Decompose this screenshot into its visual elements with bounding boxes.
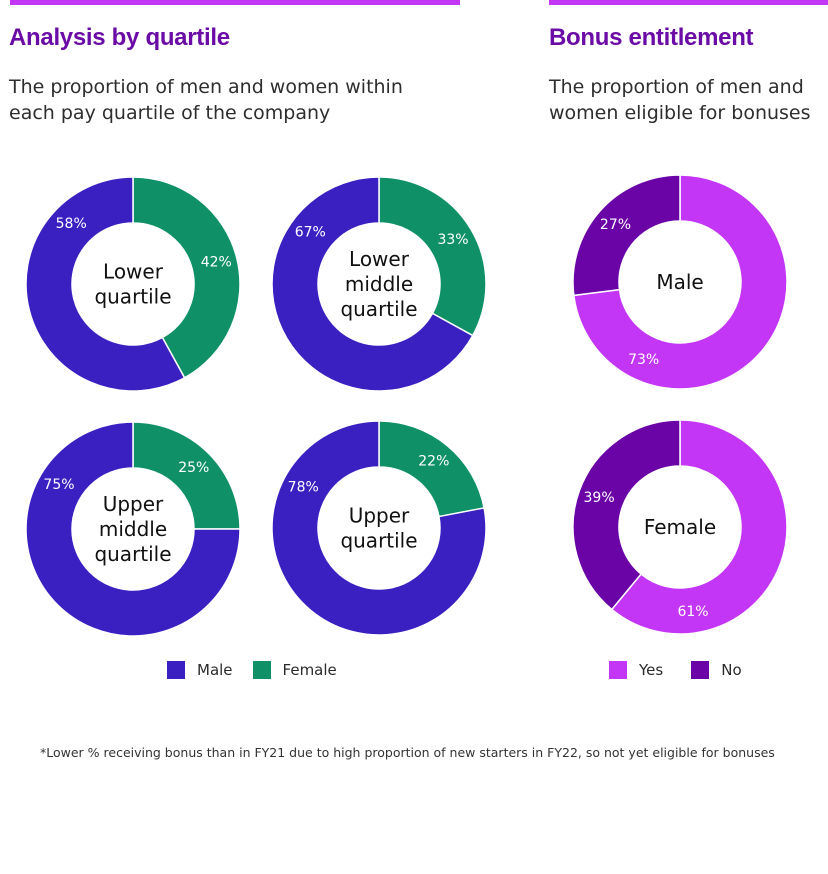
donut-center-label: Upper bbox=[349, 504, 410, 528]
legend-item-female: Female bbox=[252, 661, 337, 679]
donut-slice-female bbox=[378, 176, 487, 337]
donut-center-label: quartile bbox=[340, 297, 417, 321]
data-label-male: 78% bbox=[288, 479, 319, 495]
legend-label-yes: Yes bbox=[639, 661, 664, 679]
legend-label-female: Female bbox=[282, 661, 337, 679]
data-label-female: 25% bbox=[178, 460, 209, 476]
legend-item-no: No bbox=[691, 661, 742, 679]
footnote: *Lower % receiving bonus than in FY21 du… bbox=[40, 745, 775, 760]
donut-center-label: quartile bbox=[340, 529, 417, 553]
donut-male-bonus: 73% 27% Male bbox=[572, 174, 788, 390]
bonus-accent-bar bbox=[549, 0, 828, 5]
donut-slice-yes bbox=[573, 174, 788, 390]
donut-slice-male bbox=[271, 420, 487, 636]
bonus-legend: Yes No bbox=[609, 661, 762, 679]
donut-female-bonus: 61% 39% Female bbox=[572, 419, 788, 635]
donut-center-label: quartile bbox=[94, 542, 171, 566]
legend-item-male: Male bbox=[167, 661, 233, 679]
legend-item-yes: Yes bbox=[609, 661, 663, 679]
quartile-accent-bar bbox=[10, 0, 460, 5]
donut-center-label: Lower bbox=[349, 247, 410, 271]
legend-swatch-male bbox=[167, 661, 185, 679]
donut-center-label: middle bbox=[99, 517, 167, 541]
quartile-legend: Male Female bbox=[167, 661, 357, 679]
donut-slice-female bbox=[132, 176, 241, 379]
data-label-no: 39% bbox=[584, 490, 615, 506]
data-label-female: 42% bbox=[201, 255, 232, 271]
legend-swatch-female bbox=[252, 661, 271, 679]
donut-slice-female bbox=[132, 421, 241, 530]
legend-swatch-yes bbox=[609, 661, 627, 679]
data-label-male: 58% bbox=[56, 216, 87, 232]
donut-center-label: Female bbox=[644, 515, 716, 539]
data-label-female: 33% bbox=[437, 232, 468, 248]
data-label-yes: 73% bbox=[628, 352, 659, 368]
data-label-no: 27% bbox=[600, 217, 631, 233]
quartile-section-title: Analysis by quartile bbox=[9, 24, 230, 51]
donut-center-label: Male bbox=[656, 270, 703, 294]
data-label-female: 22% bbox=[418, 454, 449, 470]
donut-slice-no bbox=[572, 174, 681, 297]
donut-slice-no bbox=[572, 419, 681, 611]
bonus-section-title: Bonus entitlement bbox=[549, 24, 754, 51]
legend-swatch-no bbox=[691, 661, 710, 679]
quartile-section-subtitle: The proportion of men and women within e… bbox=[9, 76, 403, 124]
data-label-male: 75% bbox=[43, 477, 74, 493]
donut-slice-male bbox=[25, 421, 241, 637]
donut-slice-male bbox=[271, 176, 474, 392]
donut-center-label: quartile bbox=[94, 285, 171, 309]
donut-center-label: Lower bbox=[103, 260, 164, 284]
donut-center-label: middle bbox=[345, 272, 413, 296]
donut-slice-female bbox=[378, 420, 485, 518]
data-label-male: 67% bbox=[295, 224, 326, 240]
donut-slice-yes bbox=[610, 419, 788, 635]
legend-label-male: Male bbox=[197, 661, 233, 679]
bonus-section-subtitle: The proportion of men and women eligible… bbox=[549, 76, 811, 124]
data-label-yes: 61% bbox=[677, 604, 708, 620]
legend-label-no: No bbox=[721, 661, 742, 679]
donut-slice-male bbox=[25, 176, 186, 392]
donut-center-label: Upper bbox=[103, 492, 164, 516]
